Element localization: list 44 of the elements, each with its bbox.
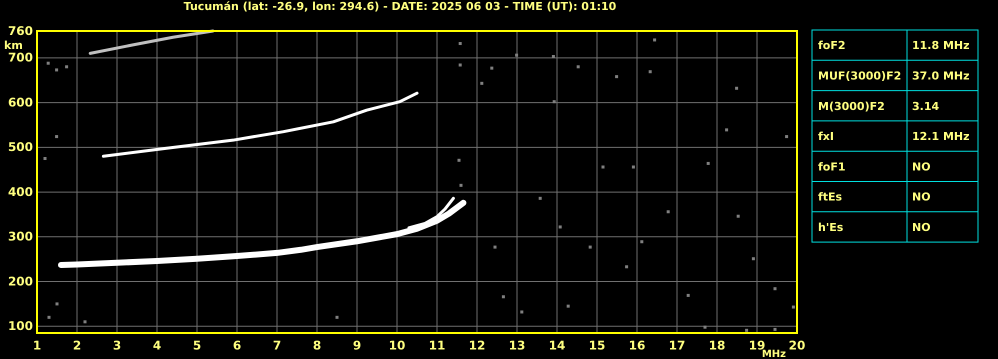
y-tick-label: 100 xyxy=(8,319,33,334)
x-tick-label: 10 xyxy=(388,338,406,353)
x-tick-label: 14 xyxy=(548,338,566,353)
text: NO xyxy=(912,160,931,174)
text: MUF(3000)F2 xyxy=(818,69,902,82)
x-tick-label: 15 xyxy=(588,338,606,353)
x-tick-label: 17 xyxy=(668,338,686,353)
x-axis-title: MHz xyxy=(762,349,786,359)
y-tick-label: 600 xyxy=(8,95,33,110)
y-axis-title: km xyxy=(4,39,23,52)
x-tick-label: 13 xyxy=(508,338,526,353)
x-tick-label: 11 xyxy=(428,338,446,353)
text: 11.8 MHz xyxy=(912,39,970,52)
x-tick-label: 16 xyxy=(628,338,646,353)
x-tick-label: 12 xyxy=(468,338,486,353)
text: 3.14 xyxy=(912,100,940,113)
text: foF2 xyxy=(818,39,846,52)
text: M(3000)F2 xyxy=(818,100,885,113)
y-tick-label: 200 xyxy=(8,274,33,288)
text: NO xyxy=(912,190,931,204)
y-tick-label: 500 xyxy=(8,140,33,154)
x-tick-label: 1 xyxy=(32,338,42,353)
x-tick-label: 9 xyxy=(352,338,362,353)
x-tick-label: 5 xyxy=(192,338,202,353)
y-tick-label: 760 xyxy=(8,24,33,38)
y-tick-label: 700 xyxy=(8,50,33,65)
text: h'Es xyxy=(818,220,844,234)
x-tick-label: 8 xyxy=(312,338,322,353)
text: NO xyxy=(912,220,931,234)
x-tick-label: 18 xyxy=(708,338,726,353)
text: fxI xyxy=(818,130,834,144)
text: 12.1 MHz xyxy=(912,130,970,144)
chart-title: Tucumán (lat: -26.9, lon: 294.6) - DATE: 2025 06 03 - TIME (UT): 01:10 xyxy=(184,0,617,13)
y-tick-label: 400 xyxy=(8,184,33,199)
x-tick-label: 7 xyxy=(272,338,282,353)
x-tick-label: 20 xyxy=(788,338,806,353)
text: 37.0 MHz xyxy=(912,69,970,82)
text: ftEs xyxy=(818,190,843,204)
y-tick-label: 300 xyxy=(8,230,33,244)
x-tick-label: 3 xyxy=(112,338,122,353)
x-tick-label: 6 xyxy=(232,338,242,353)
x-tick-label: 2 xyxy=(72,338,82,353)
text: foF1 xyxy=(818,160,846,174)
x-tick-label: 4 xyxy=(152,338,162,353)
